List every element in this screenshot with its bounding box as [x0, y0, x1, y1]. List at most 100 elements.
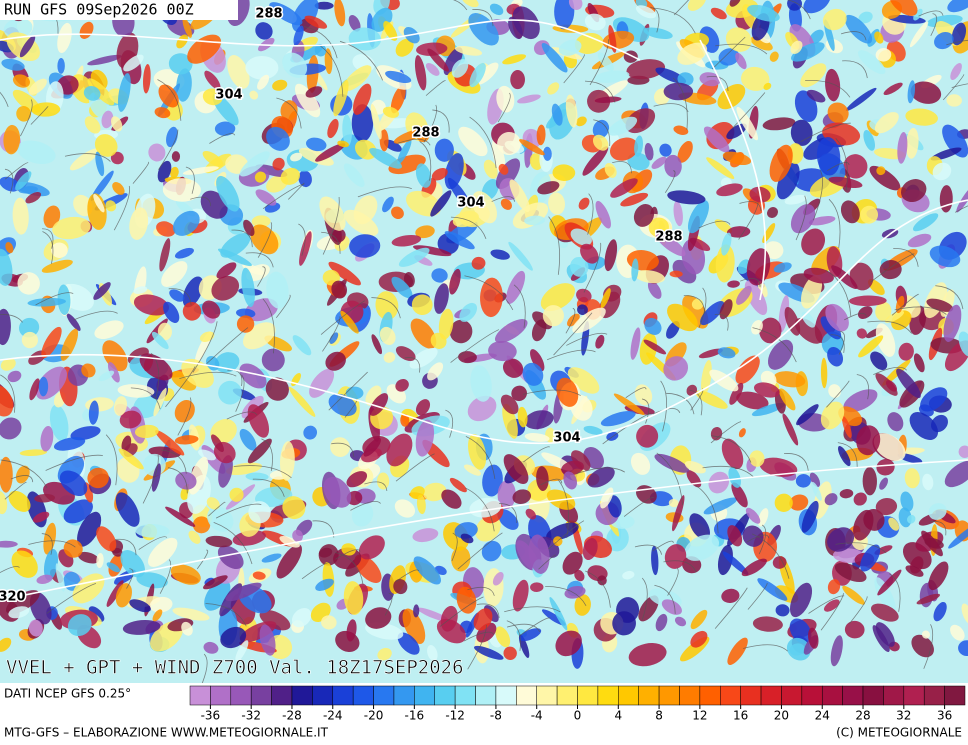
field-blob	[574, 594, 591, 616]
field-blob	[524, 410, 554, 430]
field-blob	[379, 326, 396, 345]
field-blob	[728, 467, 741, 488]
field-blob	[913, 353, 925, 373]
field-blob	[329, 332, 339, 344]
field-blob	[290, 152, 303, 162]
streamline	[918, 10, 944, 17]
field-blob	[358, 535, 385, 560]
streamline	[465, 487, 495, 532]
field-blob	[84, 116, 101, 134]
field-blob	[958, 331, 968, 357]
streamline	[506, 620, 521, 651]
colorbar-box	[821, 685, 843, 706]
colorbar-tick-label: -24	[323, 709, 343, 723]
streamline	[593, 119, 611, 147]
field-blob	[391, 234, 422, 247]
field-blob	[400, 413, 410, 427]
streamline	[419, 141, 432, 181]
streamline	[158, 129, 179, 170]
streamline	[566, 332, 608, 346]
colorbar-box	[495, 685, 517, 706]
field-blob	[905, 127, 919, 159]
field-blob	[168, 53, 193, 75]
field-blob	[503, 454, 529, 485]
streamline	[105, 434, 118, 486]
field-blob	[721, 588, 740, 604]
field-blob	[822, 8, 847, 31]
field-blob	[98, 370, 115, 382]
streamline	[64, 153, 111, 162]
field-blob	[402, 608, 426, 644]
field-blob	[879, 477, 889, 490]
streamline	[312, 520, 335, 538]
field-blob	[508, 241, 533, 271]
streamline	[130, 387, 161, 410]
field-blob	[110, 151, 124, 165]
streamline	[740, 278, 761, 287]
field-blob	[386, 433, 413, 467]
streamline	[758, 524, 767, 555]
streamline	[450, 216, 487, 239]
field-blob	[900, 491, 914, 512]
field-blob	[129, 599, 151, 613]
streamline	[672, 77, 688, 130]
field-blob	[722, 151, 752, 166]
field-blob	[57, 22, 72, 54]
field-blob	[235, 640, 249, 662]
streamline	[165, 366, 196, 408]
field-blob	[691, 298, 704, 310]
footer-right: (C) METEOGIORNALE	[836, 726, 962, 740]
field-blob	[510, 70, 525, 90]
field-blob	[265, 377, 289, 401]
field-blob	[530, 582, 544, 592]
field-blob	[334, 0, 346, 27]
field-blob	[574, 32, 604, 54]
field-blob	[784, 307, 801, 336]
field-blob	[261, 348, 285, 372]
field-blob	[412, 528, 439, 543]
field-blob	[820, 401, 845, 430]
streamline	[558, 479, 569, 538]
field-blob	[321, 615, 337, 630]
field-blob	[808, 627, 819, 649]
field-blob	[767, 207, 778, 219]
field-blob	[272, 157, 285, 171]
field-blob	[943, 304, 962, 342]
field-blob	[576, 304, 588, 316]
field-blob	[371, 334, 382, 355]
streamline	[423, 104, 437, 143]
streamline	[138, 536, 168, 550]
field-blob	[19, 35, 36, 58]
field-blob	[592, 119, 610, 139]
field-blob	[454, 45, 483, 56]
field-blob	[727, 226, 751, 238]
field-blob	[129, 207, 149, 240]
colorbar-box	[597, 685, 619, 706]
field-blob	[122, 619, 161, 635]
streamline	[4, 168, 14, 194]
field-blob	[572, 307, 606, 334]
field-blob	[698, 348, 723, 359]
field-blob	[153, 387, 167, 417]
field-blob	[604, 239, 618, 272]
streamline	[540, 478, 563, 486]
colorbar-tick-label: 36	[937, 709, 952, 723]
field-blob	[15, 465, 30, 484]
field-blob	[674, 616, 687, 627]
field-blob	[636, 424, 659, 448]
field-blob	[434, 138, 454, 162]
field-blob	[690, 609, 708, 630]
field-blob	[644, 142, 654, 161]
field-blob	[844, 14, 873, 44]
field-blob	[584, 13, 606, 31]
field-blob	[801, 500, 819, 533]
field-blob	[825, 68, 841, 102]
streamline	[751, 533, 790, 579]
field-blob	[568, 0, 583, 10]
field-blob	[323, 476, 352, 508]
field-blob	[699, 72, 721, 87]
field-blob	[905, 565, 924, 577]
field-blob	[239, 151, 270, 177]
field-blob	[911, 634, 934, 658]
streamline	[357, 186, 412, 198]
